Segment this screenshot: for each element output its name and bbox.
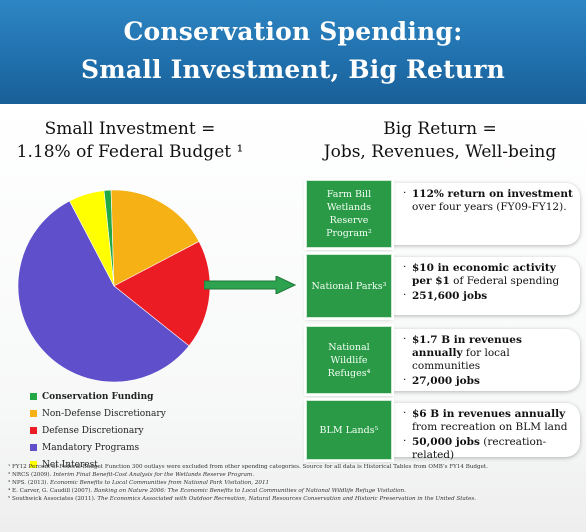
benefit-bullet: $1.7 B in revenues annually for local co… <box>403 333 574 373</box>
footnote-text: ⁴ E. Carver, G. Caudill (2007). <box>8 488 94 494</box>
benefit-detail: of Federal spending <box>449 275 560 287</box>
footnote-source-title: Economic Benefits to Local Communities f… <box>50 480 270 486</box>
program-name: Farm Bill Wetlands Reserve Program² <box>326 188 372 240</box>
legend-label: Defense Discretionary <box>42 425 144 436</box>
legend-swatch <box>30 461 37 468</box>
legend-item-conservation-funding: Conservation Funding <box>30 388 166 405</box>
benefit-bullet: 251,600 jobs <box>403 289 574 303</box>
footnote-source-title: Interim Final Benefit-Cost Analysis for … <box>53 472 254 478</box>
program-name: National Parks³ <box>311 280 386 293</box>
footnote: ⁴ E. Carver, G. Caudill (2007). Banking … <box>8 487 580 495</box>
program-benefits: $1.7 B in revenues annually for local co… <box>392 329 580 391</box>
title-line-2: Small Investment, Big Return <box>81 55 505 84</box>
benefit-highlight: 112% return on investment <box>412 188 573 200</box>
program-name-line: Refuges⁴ <box>327 367 371 379</box>
arrow-right-icon <box>204 276 296 294</box>
program-benefits: $6 B in revenues annually from recreatio… <box>392 403 580 461</box>
footnote: ⁵ Southwick Associates (2011). The Econo… <box>8 495 580 503</box>
benefit-detail: over four years (FY09-FY12). <box>412 201 567 213</box>
title-banner: Conservation Spending: Small Investment,… <box>0 0 586 104</box>
footnote: ¹ FY12 Percent of Federal Budget Functio… <box>8 463 580 471</box>
benefit-highlight: $6 B in revenues annually <box>412 408 566 420</box>
benefit-bullet: $10 in economic activity per $1 of Feder… <box>403 261 574 288</box>
benefit-detail: from recreation on BLM land <box>412 421 568 433</box>
benefit-bullet: 112% return on investment over four year… <box>403 187 574 214</box>
footnote-text: ³ NPS. (2013). <box>8 480 51 486</box>
benefit-bullet: $6 B in revenues annually from recreatio… <box>403 407 574 434</box>
legend-label: Conservation Funding <box>42 391 154 402</box>
program-name-line: Program² <box>326 228 372 239</box>
legend-swatch <box>30 393 37 400</box>
program-name-box: National Wildlife Refuges⁴ <box>306 326 392 394</box>
footnotes: ¹ FY12 Percent of Federal Budget Functio… <box>8 463 580 503</box>
legend-swatch <box>30 410 37 417</box>
footnote: ² NRCS (2009). Interim Final Benefit-Cos… <box>8 471 580 479</box>
program-name-box: Farm Bill Wetlands Reserve Program² <box>306 180 392 248</box>
pie-slice-defense-discretionary <box>113 241 211 347</box>
legend-swatch <box>30 444 37 451</box>
legend-swatch <box>30 427 37 434</box>
program-row: 112% return on investment over four year… <box>306 180 580 248</box>
big-return-heading-line-1: Big Return = <box>383 119 497 139</box>
footnote-source-title: The Economics Associated with Outdoor Re… <box>97 496 477 502</box>
program-row: $10 in economic activity per $1 of Feder… <box>306 254 580 318</box>
program-name-line: BLM Lands⁵ <box>319 424 379 436</box>
title-line-1: Conservation Spending: <box>123 17 463 46</box>
program-name: BLM Lands⁵ <box>320 424 379 437</box>
program-row: $6 B in revenues annually from recreatio… <box>306 400 580 461</box>
benefit-bullet: 27,000 jobs <box>403 374 574 388</box>
small-investment-heading: Small Investment = 1.18% of Federal Budg… <box>0 118 260 164</box>
benefit-highlight: 27,000 jobs <box>412 375 480 387</box>
program-name-line: National Parks³ <box>311 280 387 292</box>
benefit-highlight: 251,600 jobs <box>412 290 488 302</box>
program-benefits: 112% return on investment over four year… <box>392 183 580 245</box>
pie-slice-mandatory-programs <box>17 200 190 383</box>
big-return-heading: Big Return = Jobs, Revenues, Well-being <box>294 118 586 164</box>
big-return-heading-line-2: Jobs, Revenues, Well-being <box>323 142 557 162</box>
benefit-highlight: 50,000 jobs <box>412 436 480 448</box>
footnote-text: ² NRCS (2009). <box>8 472 54 478</box>
legend-label: Mandatory Programs <box>42 442 140 453</box>
pie-slice-net-interest <box>69 190 115 287</box>
legend-item-mandatory-programs: Mandatory Programs <box>30 439 166 456</box>
program-row: $1.7 B in revenues annually for local co… <box>306 326 580 394</box>
benefit-detail: for local communities <box>412 347 510 372</box>
benefit-highlight: $1.7 B in revenues annually <box>412 334 522 359</box>
program-name-line: Farm Bill <box>326 189 372 200</box>
legend-item-non-defense-discretionary: Non-Defense Discretionary <box>30 405 166 422</box>
program-name-line: Reserve <box>329 215 369 226</box>
benefit-highlight: $10 in economic activity per $1 <box>412 262 556 287</box>
small-investment-heading-line-2: 1.18% of Federal Budget ¹ <box>16 142 244 162</box>
footnote-source-title: Banking on Nature 2006: The Economic Ben… <box>93 488 406 494</box>
pie-slice-non-defense-discretionary <box>110 189 200 287</box>
benefit-bullet: 50,000 jobs (recreation-related) <box>403 435 574 462</box>
legend-item-net-interest: Net Interest <box>30 456 166 473</box>
legend-label: Net Interest <box>42 459 98 470</box>
program-name-line: Wildlife <box>330 354 368 366</box>
pie-svg <box>17 189 211 383</box>
footnote-text: ⁵ Southwick Associates (2011). <box>8 496 98 502</box>
legend-item-defense-discretionary: Defense Discretionary <box>30 422 166 439</box>
program-benefits: $10 in economic activity per $1 of Feder… <box>392 257 580 315</box>
pie-legend: Conservation Funding Non-Defense Discreti… <box>30 388 166 473</box>
small-investment-heading-line-1: Small Investment = <box>44 119 216 139</box>
legend-label: Non-Defense Discretionary <box>42 408 166 419</box>
program-name-line: Wetlands <box>326 202 372 213</box>
program-name-box: BLM Lands⁵ <box>306 400 392 460</box>
program-name: National Wildlife Refuges⁴ <box>328 341 371 380</box>
program-name-box: National Parks³ <box>306 254 392 318</box>
footnote-text: ¹ FY12 Percent of Federal Budget Functio… <box>8 464 488 470</box>
benefit-detail: (recreation-related) <box>412 436 547 461</box>
footnote: ³ NPS. (2013). Economic Benefits to Loca… <box>8 479 580 487</box>
budget-pie-chart <box>14 186 214 386</box>
program-name-line: National <box>328 341 370 353</box>
